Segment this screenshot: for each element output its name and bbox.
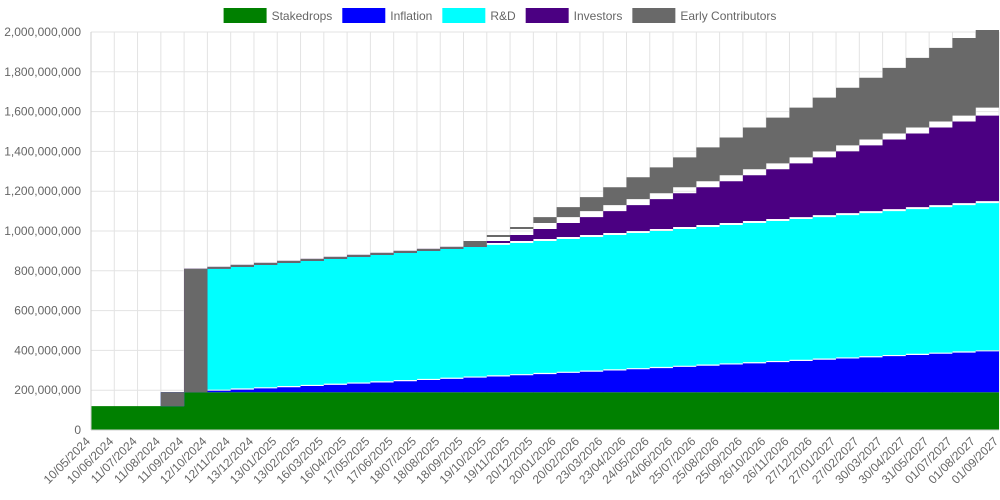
y-tick-label-2: 400,000,000 xyxy=(14,343,81,357)
legend-label-2: R&D xyxy=(490,9,516,23)
legend-item-investors[interactable]: Investors xyxy=(525,8,623,23)
legend-item-inflation[interactable]: Inflation xyxy=(342,8,432,23)
series-area-early-contributors[interactable] xyxy=(91,20,999,407)
legend-item-stakedrops[interactable]: Stakedrops xyxy=(223,8,333,23)
legend-swatch-3 xyxy=(525,8,569,23)
series-area-stakedrops[interactable] xyxy=(91,392,999,430)
legend-item-early-contributors[interactable]: Early Contributors xyxy=(632,8,776,23)
series-area-r-d[interactable] xyxy=(91,201,999,407)
legend-swatch-2 xyxy=(442,8,486,23)
x-axis-ticks: 10/05/202410/06/202411/07/202411/08/2024… xyxy=(41,434,1000,487)
y-tick-label-9: 1,800,000,000 xyxy=(4,65,81,79)
legend[interactable]: Stakedrops Inflation R&D Investors Early Con… xyxy=(223,8,777,23)
series-area-inflation[interactable] xyxy=(91,350,999,407)
legend-swatch-0 xyxy=(223,8,267,23)
series-areas xyxy=(91,20,999,430)
y-axis-ticks: 0 200,000,000 400,000,000 600,000,000 800,00… xyxy=(4,25,81,437)
y-tick-label-4: 800,000,000 xyxy=(14,264,81,278)
legend-label-1: Inflation xyxy=(390,9,432,23)
legend-label-0: Stakedrops xyxy=(272,9,333,23)
y-tick-label-0: 0 xyxy=(74,423,81,437)
series-area-investors[interactable] xyxy=(91,107,999,407)
legend-label-3: Investors xyxy=(574,9,623,23)
axes xyxy=(90,32,999,431)
legend-label-4: Early Contributors xyxy=(680,9,776,23)
y-tick-label-8: 1,600,000,000 xyxy=(4,105,81,119)
legend-swatch-4 xyxy=(632,8,676,23)
legend-swatch-1 xyxy=(342,8,386,23)
y-tick-label-1: 200,000,000 xyxy=(14,383,81,397)
y-tick-label-6: 1,200,000,000 xyxy=(4,184,81,198)
y-tick-label-7: 1,400,000,000 xyxy=(4,144,81,158)
y-tick-label-5: 1,000,000,000 xyxy=(4,224,81,238)
y-tick-label-3: 600,000,000 xyxy=(14,304,81,318)
y-tick-label-10: 2,000,000,000 xyxy=(4,25,81,39)
legend-item-r-d[interactable]: R&D xyxy=(442,8,516,23)
